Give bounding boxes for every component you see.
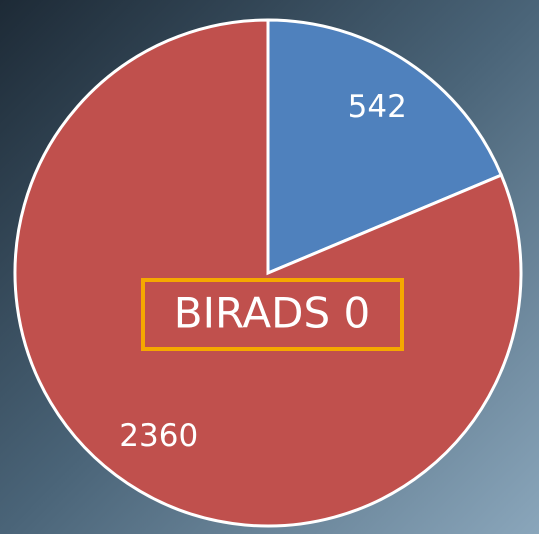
annotation: BIRADS 0: [174, 289, 371, 338]
data-label: 2360: [119, 418, 198, 454]
chart: 542 2360 BIRADS 0: [0, 0, 539, 534]
data-label: 542: [348, 89, 407, 125]
